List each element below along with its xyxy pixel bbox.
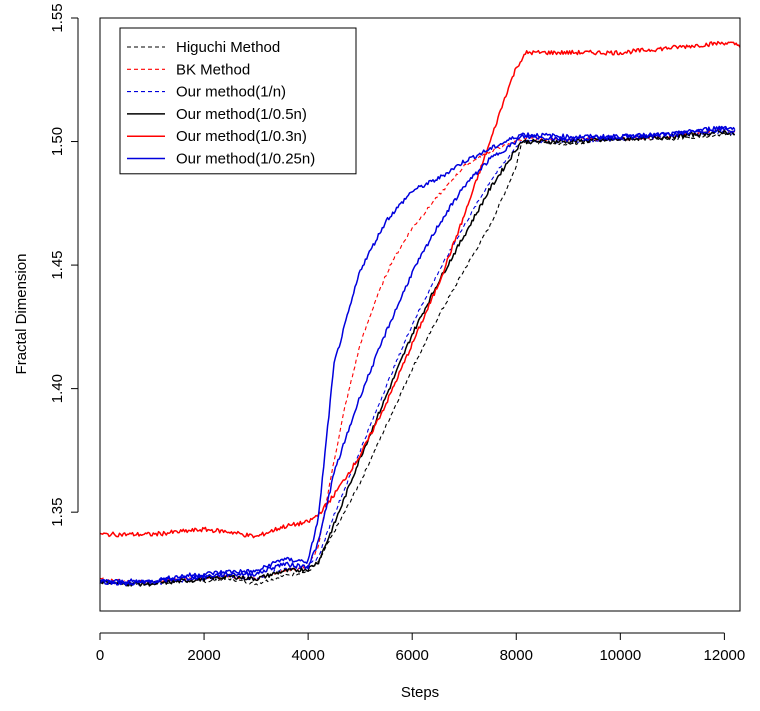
y-axis: 1.35 1.40 1.45 1.50 1.55 (49, 3, 79, 527)
x-tick-label: 2000 (187, 647, 220, 664)
x-tick-label: 4000 (291, 647, 324, 664)
series-layer (99, 40, 741, 587)
legend-label: Our method(1/0.5n) (176, 106, 307, 123)
y-tick-label: 1.45 (49, 250, 66, 279)
x-axis-title: Steps (401, 684, 439, 701)
plot-frame (99, 17, 741, 612)
x-tick-label: 0 (96, 647, 104, 664)
y-tick-label: 1.35 (49, 498, 66, 527)
x-tick-label: 6000 (396, 647, 429, 664)
legend-label: Our method(1/0.25n) (176, 151, 315, 168)
x-axis: 0 2000 4000 6000 8000 10000 12000 (96, 632, 746, 664)
legend: Higuchi Method BK Method Our method(1/n) Ou… (119, 27, 357, 175)
legend-label: BK Method (176, 61, 250, 78)
legend-label: Our method(1/n) (176, 84, 286, 101)
legend-label: Our method(1/0.3n) (176, 128, 307, 145)
series-line-7 (99, 126, 736, 587)
y-tick-label: 1.50 (49, 127, 66, 156)
x-tick-label: 10000 (599, 647, 641, 664)
series-line-1 (99, 132, 735, 586)
x-tick-label: 12000 (704, 647, 746, 664)
series-line-5 (99, 40, 741, 539)
legend-label: Higuchi Method (176, 39, 280, 56)
y-tick-label: 1.40 (49, 374, 66, 403)
x-tick-label: 8000 (500, 647, 533, 664)
y-axis-title: Fractal Dimension (13, 254, 30, 375)
y-tick-label: 1.55 (49, 3, 66, 32)
legend-box (119, 27, 357, 175)
